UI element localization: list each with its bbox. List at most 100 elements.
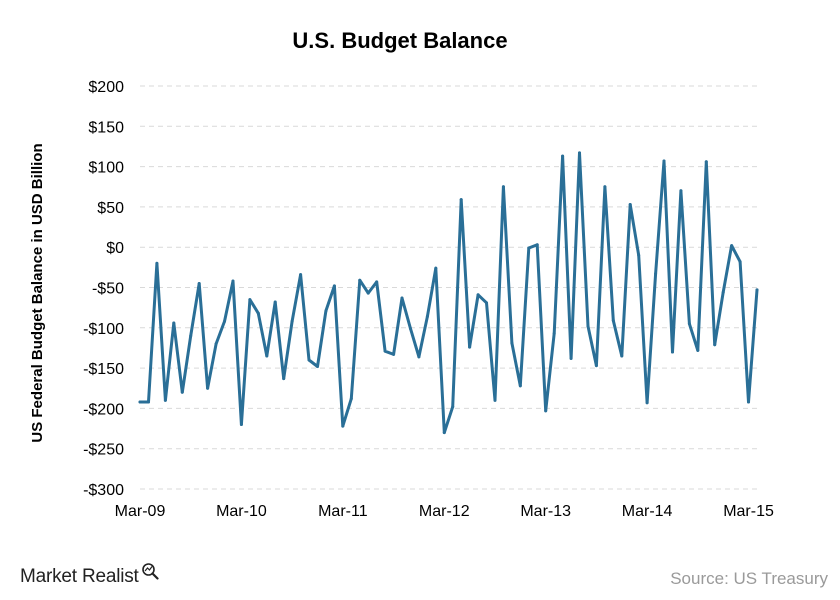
data-point [214, 342, 218, 346]
data-point [493, 398, 497, 402]
y-tick-label: -$50 [92, 281, 124, 298]
data-point [248, 298, 252, 302]
y-tick-label: -$300 [83, 482, 124, 499]
data-point [180, 390, 184, 394]
data-point [307, 358, 311, 362]
data-point [476, 293, 480, 297]
brand-logo: Market Realist [20, 563, 159, 588]
y-tick-label: -$150 [83, 361, 124, 378]
data-point [654, 272, 658, 276]
data-point [603, 185, 607, 189]
x-tick-label: Mar-13 [520, 503, 571, 520]
series-line [138, 151, 759, 435]
data-point [552, 331, 556, 335]
data-point [713, 343, 717, 347]
data-point [146, 400, 150, 404]
x-tick-label: Mar-09 [115, 503, 166, 520]
y-tick-label: $50 [97, 200, 124, 217]
data-point [155, 261, 159, 265]
data-point [358, 278, 362, 282]
data-point [451, 405, 455, 409]
data-point [442, 431, 446, 435]
data-point [755, 288, 759, 292]
data-point [535, 243, 539, 247]
magnifier-chart-icon [141, 563, 159, 580]
data-point [315, 364, 319, 368]
data-point [265, 354, 269, 358]
data-point [138, 400, 142, 404]
data-point [172, 321, 176, 325]
y-tick-label: $100 [88, 160, 124, 177]
data-point [687, 322, 691, 326]
data-point [434, 266, 438, 270]
y-tick-label: -$250 [83, 442, 124, 459]
x-tick-label: Mar-12 [419, 503, 470, 520]
brand-name: Market Realist [20, 566, 139, 587]
data-point [400, 296, 404, 300]
y-axis-ticks: $200 $150 $100 $50 $0 -$50 -$100 -$150 -$200 -$25… [83, 79, 124, 499]
data-point [256, 311, 260, 315]
data-point [366, 291, 370, 295]
data-point [375, 280, 379, 284]
data-point [197, 281, 201, 285]
data-point [510, 341, 514, 345]
data-point [594, 364, 598, 368]
x-tick-label: Mar-14 [622, 503, 673, 520]
data-point [459, 198, 463, 202]
data-point [738, 260, 742, 264]
data-point [704, 160, 708, 164]
data-point [206, 386, 210, 390]
data-point [239, 423, 243, 427]
data-point [299, 273, 303, 277]
data-point [282, 377, 286, 381]
x-tick-label: Mar-15 [723, 503, 774, 520]
data-point [518, 384, 522, 388]
data-point [645, 401, 649, 405]
x-axis-ticks: Mar-09 Mar-10 Mar-11 Mar-12 Mar-13 Mar-14 Mar-… [115, 503, 774, 520]
chart-title: U.S. Budget Balance [292, 28, 507, 53]
data-point [679, 189, 683, 193]
y-tick-label: $0 [106, 240, 124, 257]
series-layer [138, 151, 759, 435]
data-point [586, 324, 590, 328]
y-tick-label: -$200 [83, 401, 124, 418]
data-point [637, 253, 641, 257]
data-point [425, 315, 429, 319]
x-tick-label: Mar-10 [216, 503, 267, 520]
data-point [721, 290, 725, 294]
data-point [392, 352, 396, 356]
data-point [501, 185, 505, 189]
data-point [349, 397, 353, 401]
data-point [189, 334, 193, 338]
data-point [332, 284, 336, 288]
data-point [163, 398, 167, 402]
data-point [485, 301, 489, 305]
data-point [569, 356, 573, 360]
data-point [696, 348, 700, 352]
y-axis-label: US Federal Budget Balance in USD Billion [29, 143, 46, 442]
data-point [578, 151, 582, 155]
data-point [223, 319, 227, 323]
data-point [747, 400, 751, 404]
data-point [611, 319, 615, 323]
source-note: Source: US Treasury [670, 569, 828, 588]
data-point [417, 355, 421, 359]
data-point [561, 154, 565, 158]
data-point [408, 327, 412, 331]
y-tick-label: -$100 [83, 321, 124, 338]
x-tick-label: Mar-11 [318, 503, 368, 520]
data-point [324, 309, 328, 313]
y-tick-label: $200 [88, 79, 124, 96]
data-point [468, 345, 472, 349]
data-point [290, 319, 294, 323]
data-point [231, 279, 235, 283]
data-point [730, 244, 734, 248]
data-point [273, 300, 277, 304]
data-point [341, 424, 345, 428]
data-point [620, 354, 624, 358]
data-point [383, 349, 387, 353]
y-tick-label: $150 [88, 119, 124, 136]
data-point [527, 246, 531, 250]
data-point [662, 159, 666, 163]
